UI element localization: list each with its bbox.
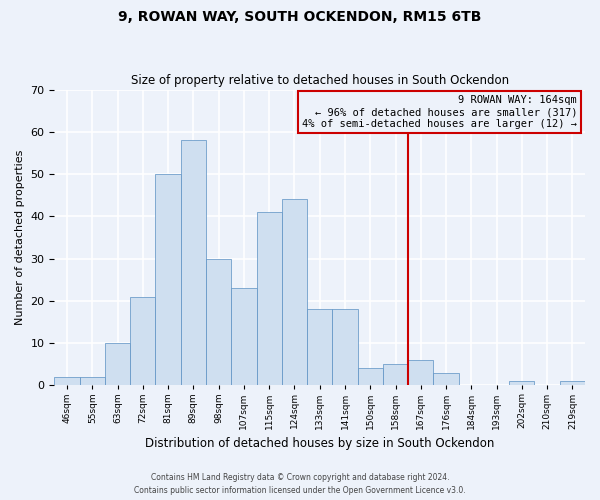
Bar <box>560 381 585 386</box>
Bar <box>181 140 206 386</box>
X-axis label: Distribution of detached houses by size in South Ockendon: Distribution of detached houses by size … <box>145 437 494 450</box>
Bar <box>155 174 181 386</box>
Bar <box>257 212 282 386</box>
Bar <box>383 364 408 386</box>
Bar <box>231 288 257 386</box>
Bar <box>282 200 307 386</box>
Y-axis label: Number of detached properties: Number of detached properties <box>15 150 25 325</box>
Bar <box>408 360 433 386</box>
Bar <box>433 372 458 386</box>
Title: Size of property relative to detached houses in South Ockendon: Size of property relative to detached ho… <box>131 74 509 87</box>
Text: 9 ROWAN WAY: 164sqm
← 96% of detached houses are smaller (317)
4% of semi-detach: 9 ROWAN WAY: 164sqm ← 96% of detached ho… <box>302 96 577 128</box>
Text: Contains HM Land Registry data © Crown copyright and database right 2024.
Contai: Contains HM Land Registry data © Crown c… <box>134 474 466 495</box>
Bar <box>105 343 130 386</box>
Bar <box>80 377 105 386</box>
Bar <box>332 310 358 386</box>
Bar <box>130 296 155 386</box>
Bar <box>55 377 80 386</box>
Text: 9, ROWAN WAY, SOUTH OCKENDON, RM15 6TB: 9, ROWAN WAY, SOUTH OCKENDON, RM15 6TB <box>118 10 482 24</box>
Bar <box>307 310 332 386</box>
Bar <box>509 381 535 386</box>
Bar <box>206 258 231 386</box>
Bar <box>358 368 383 386</box>
